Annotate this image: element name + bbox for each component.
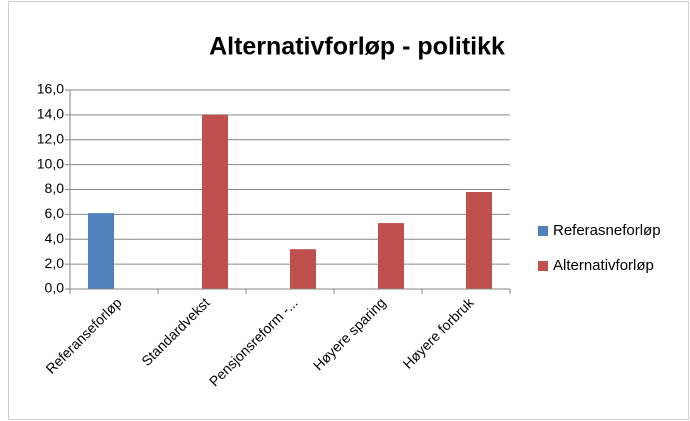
y-tick-label: 0,0 — [45, 280, 65, 296]
legend-swatch — [538, 226, 548, 236]
y-tick-label: 2,0 — [45, 255, 65, 271]
bar — [290, 249, 316, 289]
legend-label: Alternativforløp — [553, 257, 654, 274]
bar — [466, 191, 492, 289]
y-tick-label: 10,0 — [37, 155, 64, 171]
y-tick-label: 12,0 — [37, 130, 64, 146]
chart-title: Alternativforløp - politikk — [209, 33, 505, 61]
y-tick-label: 4,0 — [45, 230, 65, 246]
y-tick-label: 8,0 — [45, 180, 65, 196]
y-tick-label: 14,0 — [37, 106, 64, 122]
chart-frame — [8, 1, 689, 420]
bar — [202, 114, 228, 289]
bar — [378, 223, 404, 289]
legend-label: Referasneforløp — [553, 222, 661, 239]
y-tick-label: 6,0 — [45, 205, 65, 221]
bar — [88, 213, 114, 289]
y-tick-label: 16,0 — [37, 81, 64, 97]
legend-swatch — [538, 261, 548, 271]
